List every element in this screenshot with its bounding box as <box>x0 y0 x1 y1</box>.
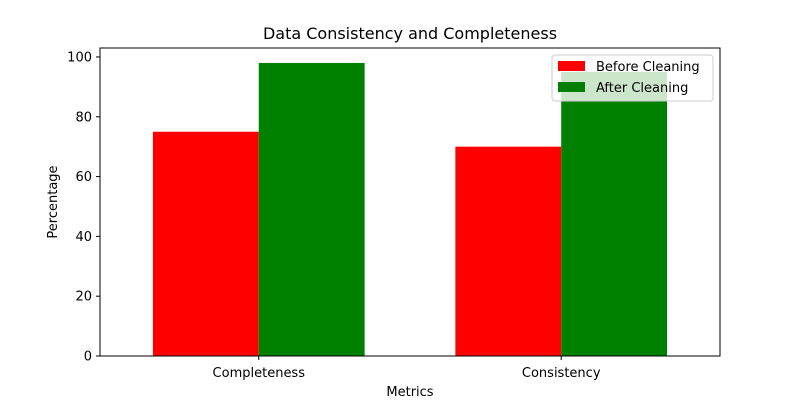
bar-after-cleaning-consistency <box>561 71 668 356</box>
legend-label: After Cleaning <box>596 81 688 96</box>
bars <box>152 62 668 357</box>
y-tick-label: 0 <box>84 350 92 365</box>
bar-after-cleaning-completeness <box>258 62 365 357</box>
x-axis: Completeness Consistency <box>213 356 601 381</box>
legend-swatch <box>558 82 585 92</box>
bar-before-cleaning-completeness <box>152 131 259 356</box>
legend-swatch <box>558 61 585 71</box>
y-tick-label: 60 <box>75 170 92 185</box>
y-axis-label: Percentage <box>46 165 61 238</box>
y-axis: 0 20 40 60 80 100 <box>67 50 100 365</box>
y-tick-label: 40 <box>75 230 92 245</box>
chart-title: Data Consistency and Completeness <box>263 24 557 43</box>
plot-area <box>99 47 721 357</box>
bar-before-cleaning-consistency <box>455 146 562 356</box>
y-tick-label: 20 <box>75 290 92 305</box>
plot-frame <box>99 47 721 357</box>
x-tick-label: Consistency <box>522 366 601 381</box>
y-tick-label: 80 <box>75 110 92 125</box>
y-tick-label: 100 <box>67 50 92 65</box>
legend: Before Cleaning After Cleaning <box>551 54 714 102</box>
x-tick-label: Completeness <box>213 366 306 381</box>
x-axis-label: Metrics <box>386 385 433 400</box>
legend-frame <box>551 54 714 102</box>
legend-label: Before Cleaning <box>596 60 700 75</box>
